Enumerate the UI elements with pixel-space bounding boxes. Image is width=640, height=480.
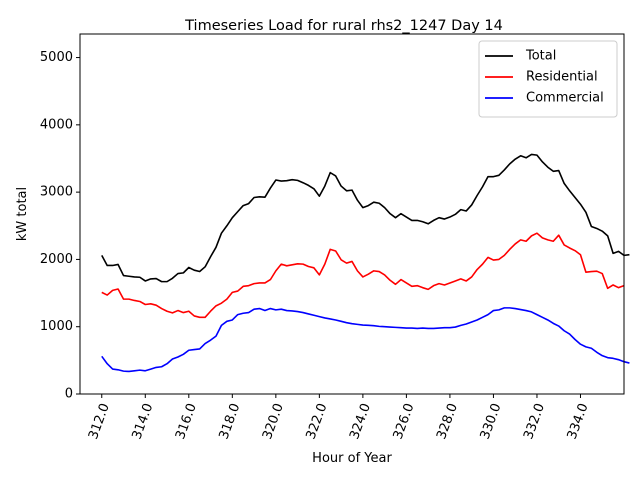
y-tick-label: 1000 bbox=[40, 319, 73, 334]
series-line-residential bbox=[101, 232, 625, 319]
legend: Total Residential Commercial bbox=[478, 40, 618, 118]
legend-label-commercial: Commercial bbox=[526, 91, 604, 106]
series-line-total bbox=[101, 153, 630, 283]
plot-frame bbox=[79, 33, 625, 395]
legend-label-total: Total bbox=[525, 49, 556, 64]
y-tick-label: 5000 bbox=[40, 50, 73, 65]
legend-label-residential: Residential bbox=[526, 70, 598, 85]
series-group bbox=[101, 153, 630, 373]
x-axis-label: Hour of Year bbox=[312, 451, 392, 466]
legend-entries: Total Residential Commercial bbox=[485, 49, 604, 106]
y-tick-label: 2000 bbox=[40, 252, 73, 267]
y-tick-label: 4000 bbox=[40, 117, 73, 132]
series-line-commercial bbox=[101, 307, 630, 373]
legend-box bbox=[478, 40, 618, 118]
y-axis: 0 1000 2000 3000 4000 5000 bbox=[40, 50, 80, 402]
y-tick-label: 3000 bbox=[40, 185, 73, 200]
y-axis-label: kW total bbox=[15, 187, 30, 241]
plot-area bbox=[79, 33, 630, 395]
chart-title: Timeseries Load for rural rhs2_1247 Day … bbox=[184, 18, 503, 34]
y-tick-label: 0 bbox=[65, 387, 73, 402]
